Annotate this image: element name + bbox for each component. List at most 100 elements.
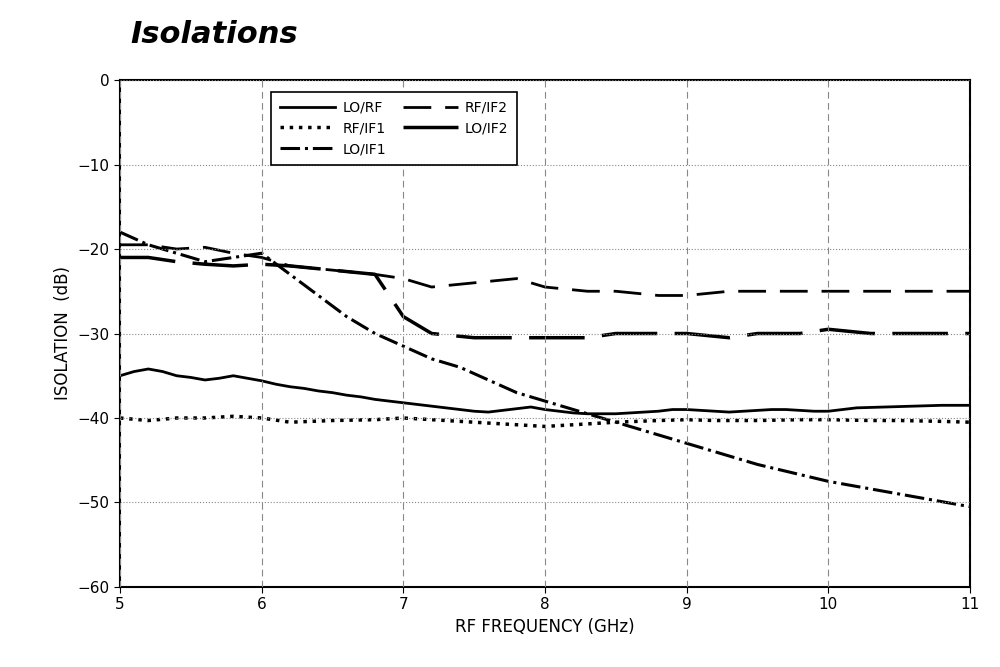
RF/IF1 [539,422,551,430]
RF/IF2 [326,266,338,274]
LO/IF1 [114,228,126,236]
RF/IF1 [681,416,693,424]
LO/IF2 [936,329,948,338]
Line: LO/IF2: LO/IF2 [120,257,970,338]
LO/IF2 [397,313,409,321]
LO/IF2 [142,253,154,261]
RF/IF1 [511,421,523,429]
LO/IF2 [227,262,239,270]
LO/IF1 [426,355,438,363]
RF/IF1 [652,416,664,424]
LO/RF [652,408,664,416]
LO/IF1 [893,490,905,498]
LO/RF [737,408,749,416]
Line: LO/RF: LO/RF [120,369,970,414]
LO/IF2 [539,334,551,342]
LO/IF2 [752,329,764,338]
LO/RF [142,365,154,373]
LO/RF [582,410,594,418]
LO/IF1 [681,440,693,448]
RF/IF1 [114,414,126,422]
LO/IF2 [893,329,905,338]
Line: RF/IF1: RF/IF1 [120,416,970,426]
RF/IF2 [893,287,905,295]
LO/RF [624,409,636,417]
RF/IF1 [369,416,381,424]
RF/IF1 [397,414,409,422]
LO/IF1 [610,418,622,426]
Text: Isolations: Isolations [130,20,298,49]
RF/IF1 [185,414,197,422]
RF/IF1 [227,412,239,420]
LO/IF1 [256,249,268,257]
RF/IF1 [256,414,268,422]
RF/IF2 [936,287,948,295]
LO/IF2 [681,329,693,338]
LO/IF1 [185,253,197,261]
RF/IF1 [567,421,579,429]
RF/IF2 [199,243,211,251]
LO/IF1 [482,376,494,384]
RF/IF2 [610,287,622,295]
RF/IF2 [468,279,480,287]
RF/IF2 [171,245,183,253]
RF/IF1 [142,416,154,424]
LO/IF1 [964,503,976,511]
RF/IF2 [511,275,523,283]
LO/IF2 [964,329,976,338]
LO/RF [114,372,126,380]
RF/IF2 [539,283,551,291]
LO/RF [128,368,140,376]
LO/IF1 [369,329,381,338]
RF/IF1 [426,416,438,424]
Y-axis label: ISOLATION  (dB): ISOLATION (dB) [54,267,72,400]
RF/IF2 [865,287,877,295]
LO/IF1 [142,241,154,249]
RF/IF2 [752,287,764,295]
RF/IF2 [681,291,693,299]
RF/IF2 [227,249,239,257]
LO/RF [964,402,976,410]
LO/IF2 [865,329,877,338]
Line: RF/IF2: RF/IF2 [120,245,970,295]
LO/IF2 [582,334,594,342]
LO/IF2 [610,329,622,338]
LO/IF2 [511,334,523,342]
LO/IF2 [822,325,834,334]
RF/IF1 [709,416,721,424]
LO/IF2 [468,334,480,342]
RF/IF1 [171,414,183,422]
RF/IF2 [369,270,381,278]
RF/IF2 [114,241,126,249]
LO/IF2 [256,260,268,268]
LO/IF1 [511,389,523,397]
RF/IF1 [822,416,834,424]
Line: LO/IF1: LO/IF1 [120,232,970,507]
LO/IF2 [171,257,183,265]
LO/IF2 [326,266,338,274]
LO/IF1 [454,364,466,372]
LO/IF2 [652,329,664,338]
LO/IF1 [539,397,551,405]
LO/RF [567,409,579,417]
RF/IF2 [822,287,834,295]
LO/IF2 [369,270,381,278]
LO/IF1 [227,253,239,261]
Legend: LO/RF, RF/IF1, LO/IF1, RF/IF2, LO/IF2: LO/RF, RF/IF1, LO/IF1, RF/IF2, LO/IF2 [271,92,517,165]
RF/IF2 [964,287,976,295]
RF/IF1 [468,418,480,426]
LO/RF [412,400,424,408]
RF/IF2 [142,241,154,249]
LO/IF1 [284,270,296,278]
LO/IF2 [426,329,438,338]
LO/IF2 [723,334,735,342]
RF/IF1 [326,416,338,424]
LO/IF1 [822,478,834,486]
LO/IF1 [341,313,353,321]
LO/IF2 [114,253,126,261]
RF/IF1 [794,416,806,424]
RF/IF2 [426,283,438,291]
RF/IF2 [256,253,268,261]
RF/IF2 [794,287,806,295]
X-axis label: RF FREQUENCY (GHz): RF FREQUENCY (GHz) [455,618,635,636]
